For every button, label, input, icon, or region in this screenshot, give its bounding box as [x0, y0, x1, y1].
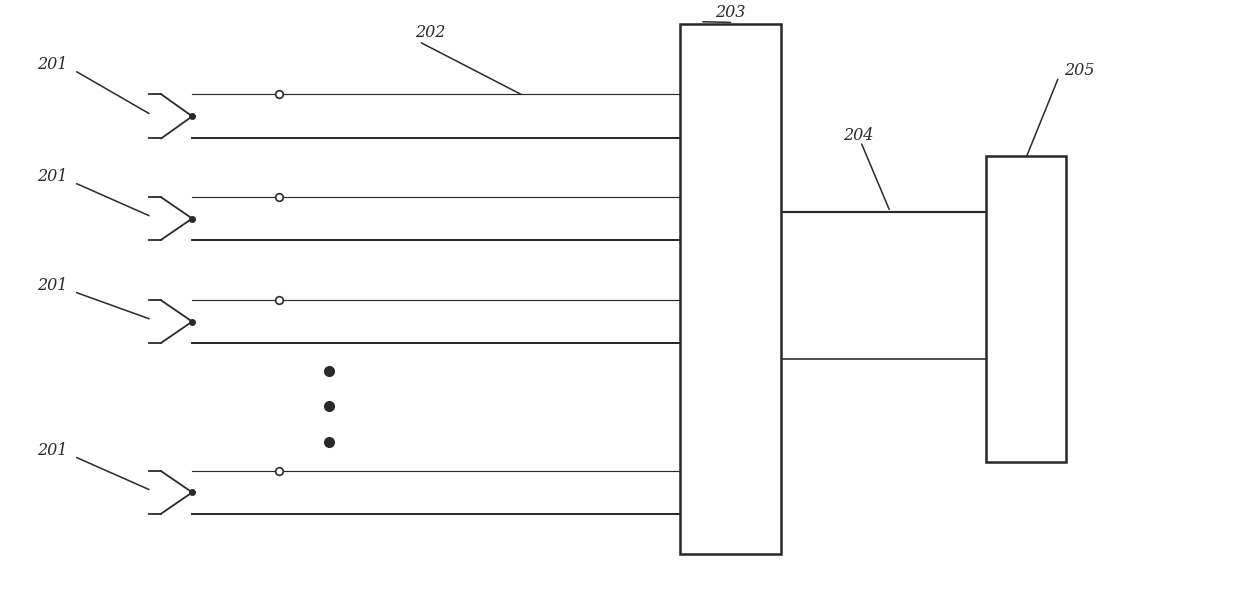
Text: 205: 205 — [1064, 62, 1094, 79]
Text: 203: 203 — [715, 5, 745, 21]
Bar — [680, 24, 781, 554]
Text: 204: 204 — [843, 127, 873, 144]
Text: 201: 201 — [37, 57, 67, 73]
Text: 201: 201 — [37, 442, 67, 459]
Text: 202: 202 — [415, 24, 445, 41]
Text: 201: 201 — [37, 168, 67, 185]
Bar — [986, 156, 1066, 462]
Text: 201: 201 — [37, 277, 67, 294]
